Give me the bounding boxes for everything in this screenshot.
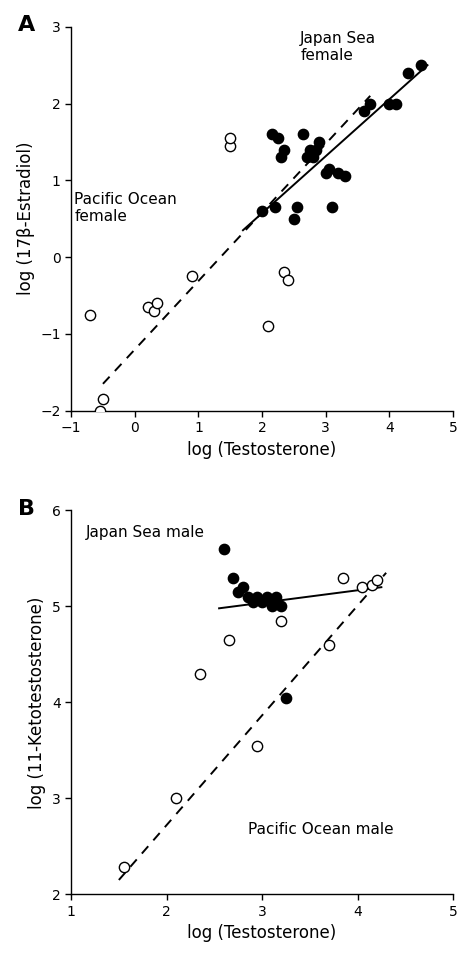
Point: [264, 318, 272, 334]
Text: Japan Sea male: Japan Sea male: [85, 525, 204, 540]
Text: Pacific Ocean male: Pacific Ocean male: [248, 823, 393, 837]
Point: [373, 572, 381, 587]
Point: [271, 199, 279, 215]
Point: [300, 127, 307, 142]
Point: [290, 211, 298, 226]
Point: [274, 130, 282, 146]
Y-axis label: log (11-Ketotestosterone): log (11-Ketotestosterone): [28, 596, 46, 808]
Point: [322, 165, 329, 180]
Point: [303, 150, 310, 165]
Point: [341, 169, 348, 184]
X-axis label: log (Testosterone): log (Testosterone): [187, 924, 337, 943]
Point: [220, 541, 228, 556]
Point: [173, 791, 180, 807]
Point: [144, 299, 151, 315]
Point: [281, 265, 288, 280]
Point: [405, 65, 412, 81]
Point: [325, 637, 333, 652]
Point: [99, 391, 107, 407]
Point: [263, 589, 271, 604]
Point: [268, 127, 275, 142]
Point: [284, 272, 292, 288]
Point: [254, 737, 261, 753]
Point: [244, 589, 252, 604]
Point: [277, 150, 285, 165]
Point: [150, 303, 158, 318]
Point: [312, 142, 320, 157]
Y-axis label: log (17β-Estradiol): log (17β-Estradiol): [17, 142, 35, 295]
X-axis label: log (Testosterone): log (Testosterone): [187, 441, 337, 458]
Point: [227, 138, 234, 153]
Point: [86, 307, 94, 322]
Point: [277, 598, 285, 614]
Point: [366, 96, 374, 111]
Point: [339, 570, 347, 585]
Point: [188, 269, 196, 284]
Text: Japan Sea
female: Japan Sea female: [300, 31, 376, 63]
Point: [258, 203, 266, 219]
Point: [309, 150, 317, 165]
Point: [153, 295, 161, 311]
Point: [229, 570, 237, 585]
Point: [293, 199, 301, 215]
Point: [96, 403, 103, 418]
Point: [239, 579, 247, 595]
Point: [328, 199, 336, 215]
Point: [306, 142, 314, 157]
Point: [358, 579, 366, 595]
Point: [249, 594, 256, 609]
Point: [273, 589, 280, 604]
Text: Pacific Ocean
female: Pacific Ocean female: [74, 192, 177, 224]
Point: [282, 690, 290, 705]
Point: [360, 104, 368, 119]
Point: [268, 598, 275, 614]
Point: [277, 613, 285, 628]
Text: A: A: [18, 15, 35, 35]
Point: [234, 584, 242, 599]
Point: [254, 589, 261, 604]
Point: [325, 161, 333, 176]
Point: [281, 142, 288, 157]
Point: [225, 632, 232, 647]
Point: [316, 134, 323, 150]
Point: [196, 666, 204, 681]
Point: [368, 577, 375, 593]
Point: [392, 96, 400, 111]
Point: [227, 130, 234, 146]
Point: [120, 860, 128, 876]
Point: [258, 594, 266, 609]
Text: B: B: [18, 499, 35, 519]
Point: [417, 58, 425, 73]
Point: [385, 96, 393, 111]
Point: [335, 165, 342, 180]
